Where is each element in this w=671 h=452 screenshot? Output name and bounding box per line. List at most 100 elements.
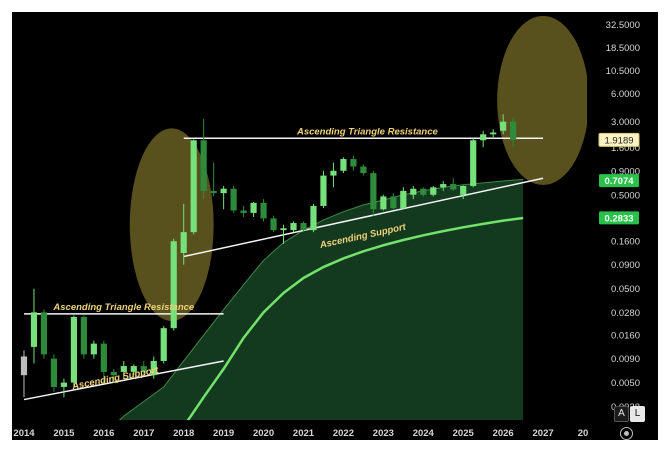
candle-body [160,328,167,361]
candle-body [320,175,327,206]
candle-body [30,312,38,347]
candle-body [90,343,97,355]
price-badge-label: 0.2833 [604,213,633,224]
y-tick-label: 0.0160 [611,331,640,342]
annotation-resistance-2017: Ascending Triangle Resistance [52,302,195,313]
candle-body [210,190,217,194]
price-badge-label: 1.9189 [604,135,633,146]
x-tick-label: 2019 [213,428,234,439]
candle-body [410,188,417,195]
candle-body [440,184,447,188]
x-tick-label: 2018 [173,428,194,439]
x-tick-label: 2021 [293,428,315,439]
candle-body [450,184,457,190]
price-chart[interactable]: Ascending Triangle Resistance Ascending S… [12,12,658,440]
trendline-4 [183,177,544,258]
candle-body [190,140,197,233]
x-tick-label: 2014 [13,428,35,439]
candle-body [300,223,307,231]
candle-body [430,187,437,195]
candle-body [230,188,237,211]
chart-panel: Ascending Triangle Resistance Ascending S… [12,12,658,440]
y-tick-label: 0.0050 [611,378,640,389]
auto-scale-button[interactable]: A [614,406,629,422]
price-badge-label: 0.7074 [604,176,634,187]
candle-body [420,188,427,195]
candle-body [370,173,377,210]
candle-body [470,140,477,186]
candle-body [460,185,467,195]
candle-body [340,159,347,171]
chart-settings-icon[interactable] [620,427,633,440]
band-upper-edge [118,178,524,420]
y-tick-label: 3.0000 [611,117,640,128]
x-tick-label: 2024 [413,428,435,439]
candle-body [490,132,497,135]
y-tick-label: 32.5000 [606,20,640,31]
y-tick-label: 1.6000 [611,143,640,154]
price-badge [599,174,639,188]
candle-body [110,371,117,376]
x-tick-label: 2015 [53,428,75,439]
candle-body [200,140,207,191]
annotation-support-2017: Ascending Support [70,365,160,393]
candle-body [130,366,137,372]
candle-body [180,232,187,253]
candle-body [220,188,227,194]
candle-body [270,218,277,231]
candle-body [60,382,68,387]
price-badge [598,132,640,147]
x-tick-label: 2020 [253,428,274,439]
candle-body [240,210,247,213]
candle-body [140,366,147,372]
annotation-resistance-2025: Ascending Triangle Resistance [296,127,439,138]
candle-body [290,223,297,231]
y-tick-label: 0.0900 [611,260,640,271]
candle-body [360,166,367,174]
candle-body [170,241,177,329]
y-tick-label: 18.5000 [606,43,640,54]
candle-body [510,121,517,140]
candle-body [120,366,127,372]
candle-body [260,202,267,219]
y-tick-label: 0.9000 [611,166,640,177]
candle-body [40,312,48,355]
candle-body [50,358,58,387]
band-lower-line [186,216,524,420]
candle-body [280,228,287,231]
highlight-ellipse-2 [497,16,587,185]
y-tick-label: 0.5000 [611,190,640,201]
candle-body [390,196,397,209]
candle-body [100,343,107,372]
x-tick-label: 2023 [373,428,394,439]
candle-body [80,316,87,355]
plot-area [20,16,587,420]
candle-body [310,205,317,231]
trendline-2 [23,360,224,401]
candle-body [500,121,507,131]
candle-body [20,356,28,376]
y-tick-label: 0.0500 [611,284,640,295]
candle-body [330,170,337,176]
y-tick-label: 0.0090 [611,354,640,365]
log-scale-button[interactable]: L [630,406,645,422]
x-tick-label: 2017 [133,428,154,439]
x-tick-label: 20 [578,428,589,439]
y-tick-label: 10.5000 [606,66,640,77]
x-tick-label: 2022 [333,428,354,439]
x-tick-label: 2027 [533,428,554,439]
y-tick-label: 0.0280 [611,308,640,319]
candle-body [150,360,157,376]
x-tick-label: 2026 [493,428,514,439]
candle-body [70,316,77,383]
band-fill [83,179,524,420]
candle-body [380,196,387,210]
candle-body [400,190,407,209]
x-tick-label: 2025 [453,428,475,439]
candle-body [250,202,257,213]
y-tick-label: 0.1600 [611,237,640,248]
price-badge [599,211,639,225]
x-tick-label: 2016 [93,428,114,439]
candle-body [350,159,357,167]
candle-body [480,134,487,141]
